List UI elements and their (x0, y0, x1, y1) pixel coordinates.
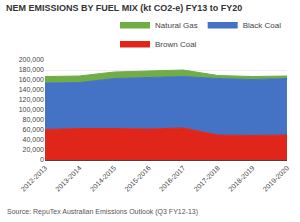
svg-text:2013-2014: 2013-2014 (54, 164, 83, 193)
svg-text:160,000: 160,000 (19, 76, 44, 83)
svg-text:60,000: 60,000 (23, 126, 45, 133)
svg-text:2018-2019: 2018-2019 (227, 164, 256, 193)
svg-text:100,000: 100,000 (19, 106, 44, 113)
svg-text:Source: RepuTex Australian Emi: Source: RepuTex Australian Emissions Out… (7, 208, 198, 216)
svg-text:20,000: 20,000 (23, 146, 45, 153)
svg-text:180,000: 180,000 (19, 66, 44, 73)
svg-text:0: 0 (40, 156, 44, 163)
svg-text:Natural Gas: Natural Gas (155, 21, 198, 30)
svg-text:NEM EMISSIONS BY FUEL MIX (kt: NEM EMISSIONS BY FUEL MIX (kt CO2-e) FY1… (6, 3, 242, 13)
svg-text:2015-2016: 2015-2016 (123, 164, 152, 193)
svg-text:2019-2020: 2019-2020 (262, 164, 291, 193)
svg-text:200,000: 200,000 (19, 56, 44, 63)
svg-text:2016-2017: 2016-2017 (158, 164, 187, 193)
svg-text:80,000: 80,000 (23, 116, 45, 123)
svg-text:2017-2018: 2017-2018 (192, 164, 221, 193)
svg-text:Black Coal: Black Coal (243, 21, 281, 30)
svg-text:40,000: 40,000 (23, 136, 45, 143)
svg-text:120,000: 120,000 (19, 96, 44, 103)
svg-text:2014-2015: 2014-2015 (89, 164, 118, 193)
svg-text:Brown Coal: Brown Coal (155, 40, 197, 49)
svg-text:140,000: 140,000 (19, 86, 44, 93)
svg-text:2012-2013: 2012-2013 (20, 164, 49, 193)
